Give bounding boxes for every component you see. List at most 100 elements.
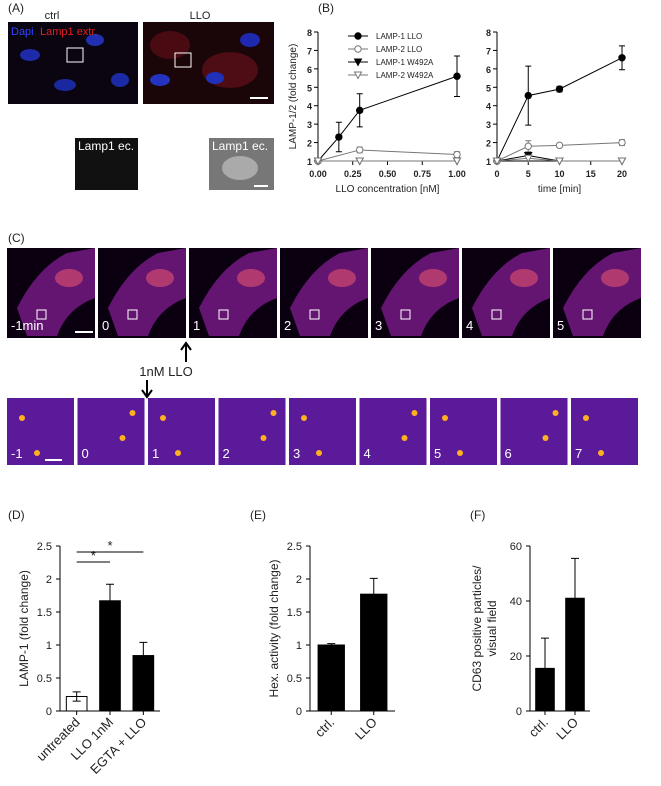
bar bbox=[535, 667, 555, 712]
y-tick-label: 2 bbox=[46, 574, 52, 586]
marker bbox=[354, 45, 362, 53]
significance-label: * bbox=[107, 538, 112, 553]
marker bbox=[523, 154, 533, 163]
marker bbox=[555, 141, 564, 150]
y-tick-label: 5 bbox=[307, 83, 312, 93]
bar bbox=[360, 593, 388, 712]
y-tick-label: 2 bbox=[307, 139, 312, 149]
frame-label: 5 bbox=[557, 318, 564, 333]
y-tick-label: 2.5 bbox=[37, 541, 52, 553]
marker bbox=[356, 146, 364, 154]
micrograph bbox=[430, 398, 497, 465]
y-tick-label: 7 bbox=[307, 46, 312, 56]
x-tick-label: 0.25 bbox=[344, 169, 362, 179]
y-tick-label: 7 bbox=[486, 46, 491, 56]
marker bbox=[524, 142, 532, 150]
image-label: ctrl bbox=[45, 10, 60, 22]
puncta bbox=[119, 435, 126, 441]
marker bbox=[313, 157, 323, 166]
micrograph bbox=[77, 398, 145, 465]
roi bbox=[400, 309, 411, 320]
legend-label: LAMP-1 W492A bbox=[376, 58, 434, 67]
frame-label: 7 bbox=[575, 446, 582, 461]
x-tick-label: ctrl. bbox=[312, 715, 337, 740]
puncta bbox=[401, 435, 408, 441]
marker bbox=[618, 54, 626, 62]
y-axis-label: CD63 positive particles/ bbox=[470, 565, 484, 692]
y-axis-label: visual field bbox=[485, 600, 499, 656]
y-tick-label: 2.5 bbox=[287, 541, 302, 553]
series-line bbox=[317, 75, 458, 162]
y-axis-label: Hex. activity (fold change) bbox=[267, 559, 281, 697]
frame-label: 0 bbox=[82, 446, 89, 461]
y-tick-label: 20 bbox=[510, 651, 522, 663]
frame-label: 5 bbox=[434, 446, 441, 461]
bar bbox=[565, 597, 585, 712]
y-tick-label: 5 bbox=[486, 83, 491, 93]
marker bbox=[617, 157, 627, 166]
cell bbox=[146, 269, 174, 287]
cell bbox=[328, 269, 356, 287]
x-tick-label: 0 bbox=[494, 169, 499, 179]
panel-label: (B) bbox=[318, 1, 334, 15]
marker bbox=[555, 157, 564, 166]
frame-label: 2 bbox=[284, 318, 291, 333]
error-bar bbox=[106, 583, 114, 601]
cell bbox=[237, 269, 265, 287]
roi bbox=[36, 309, 47, 320]
puncta bbox=[583, 415, 589, 421]
marker bbox=[354, 32, 362, 40]
error-bar bbox=[571, 557, 579, 599]
x-axis-label: LLO concentration [nM] bbox=[336, 184, 440, 195]
x-tick-label: 10 bbox=[554, 169, 564, 179]
puncta bbox=[175, 450, 181, 456]
inset-label: Lamp1 ec. bbox=[78, 139, 134, 153]
x-tick-label: 5 bbox=[526, 169, 531, 179]
puncta bbox=[598, 450, 604, 456]
x-tick-label: ctrl. bbox=[526, 715, 551, 740]
treatment-label: 1nM LLO bbox=[139, 364, 192, 379]
error-bar bbox=[327, 643, 336, 645]
y-tick-label: 4 bbox=[307, 102, 312, 112]
y-tick-label: 0.5 bbox=[37, 673, 52, 685]
frame-label: 2 bbox=[223, 446, 230, 461]
roi bbox=[491, 309, 502, 320]
frame-label: -1min bbox=[11, 318, 44, 333]
series-line bbox=[496, 57, 623, 162]
bar bbox=[99, 600, 121, 712]
panel-label: (C) bbox=[8, 231, 25, 245]
marker bbox=[453, 72, 461, 80]
micrograph bbox=[571, 398, 638, 465]
y-tick-label: 6 bbox=[307, 65, 312, 75]
y-axis-label: LAMP-1/2 (fold change) bbox=[288, 44, 299, 150]
puncta bbox=[442, 415, 448, 421]
y-tick-label: 6 bbox=[486, 65, 491, 75]
frame-label: -1 bbox=[11, 446, 23, 461]
cell bbox=[601, 269, 629, 287]
puncta bbox=[270, 410, 277, 416]
puncta bbox=[260, 435, 267, 441]
x-tick-label: 0.50 bbox=[379, 169, 397, 179]
panel-label: (A) bbox=[8, 1, 24, 15]
inset-label: Lamp1 ec. bbox=[212, 139, 268, 153]
cell bbox=[510, 269, 538, 287]
frame-label: 3 bbox=[293, 446, 300, 461]
y-tick-label: 40 bbox=[510, 596, 522, 608]
y-tick-label: 0 bbox=[296, 706, 302, 718]
puncta bbox=[316, 450, 322, 456]
micrograph bbox=[148, 398, 215, 465]
micrograph bbox=[359, 398, 427, 465]
frame-label: 4 bbox=[466, 318, 473, 333]
significance-label: * bbox=[91, 548, 96, 563]
marker bbox=[453, 150, 461, 159]
puncta bbox=[160, 415, 166, 421]
y-tick-label: 3 bbox=[307, 120, 312, 130]
micrograph bbox=[500, 398, 568, 465]
y-tick-label: 1.5 bbox=[37, 607, 52, 619]
marker bbox=[555, 85, 564, 93]
frame-label: 3 bbox=[375, 318, 382, 333]
x-tick-label: LLO bbox=[553, 715, 581, 743]
y-tick-label: 2 bbox=[296, 574, 302, 586]
puncta bbox=[34, 450, 40, 456]
